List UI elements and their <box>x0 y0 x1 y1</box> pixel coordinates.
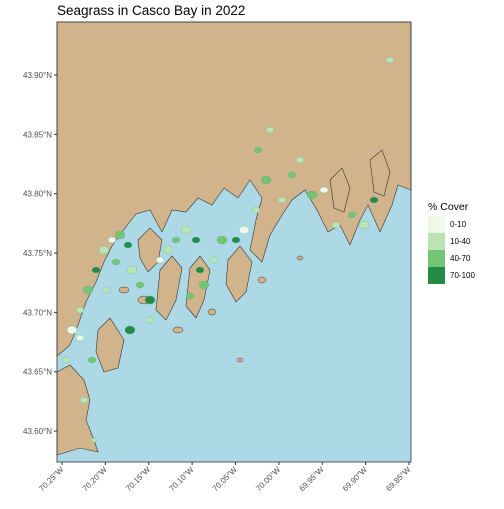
seagrass-patch <box>265 126 275 134</box>
y-tick-label: 43.60°N <box>23 427 52 436</box>
x-tick-label: 69.95°W <box>298 465 326 493</box>
seagrass-patch <box>180 225 192 235</box>
land <box>95 317 125 373</box>
seagrass-patch <box>231 236 241 244</box>
legend-label: 70-100 <box>450 271 475 280</box>
seagrass-patch <box>358 220 370 230</box>
seagrass-patch <box>260 175 272 185</box>
seagrass-patch <box>198 280 210 290</box>
x-tick-label: 70.25°W <box>37 465 65 493</box>
land <box>225 245 253 303</box>
seagrass-patch <box>287 171 297 179</box>
legend-swatch <box>428 250 445 267</box>
legend-swatch <box>428 216 445 233</box>
land <box>155 255 183 321</box>
seagrass-patch <box>253 146 263 154</box>
seagrass-patch <box>295 156 305 164</box>
seagrass-patch <box>123 241 133 249</box>
land <box>185 255 211 319</box>
legend-label: 40-70 <box>450 254 471 263</box>
seagrass-patch <box>195 266 205 274</box>
seagrass-patch <box>66 325 78 335</box>
seagrass-patch <box>385 56 395 64</box>
seagrass-patch <box>238 225 250 235</box>
seagrass-patch <box>101 286 111 294</box>
seagrass-patch <box>124 325 136 335</box>
land <box>369 149 391 197</box>
seagrass-patch <box>61 356 71 364</box>
island <box>257 276 267 284</box>
island <box>118 286 130 294</box>
map-title: Seagrass in Casco Bay in 2022 <box>57 3 245 18</box>
x-tick-label: 69.90°W <box>341 465 369 493</box>
seagrass-patch <box>331 221 341 229</box>
island <box>172 326 184 334</box>
y-tick-label: 43.70°N <box>23 308 52 317</box>
y-tick-label: 43.90°N <box>23 71 52 80</box>
x-tick-label: 70.20°W <box>81 465 109 493</box>
x-tick-label: 70.10°W <box>167 465 195 493</box>
seagrass-patch <box>209 256 219 264</box>
y-tick-label: 43.85°N <box>23 130 52 139</box>
map-panel <box>56 21 412 462</box>
y-tick-label: 43.75°N <box>23 249 52 258</box>
seagrass-patch <box>90 437 98 443</box>
seagrass-patch <box>369 196 379 204</box>
seagrass-patch <box>191 236 201 244</box>
seagrass-patch <box>251 206 261 214</box>
x-tick-label: 70.05°W <box>211 465 239 493</box>
island <box>236 357 244 363</box>
seagrass-patch <box>155 256 165 264</box>
seagrass-patch <box>111 258 121 266</box>
seagrass-patch <box>114 230 126 240</box>
seagrass-patch <box>87 356 97 364</box>
seagrass-patch <box>98 245 110 255</box>
seagrass-patch <box>162 245 174 255</box>
legend-swatch <box>428 267 445 284</box>
legend-title: % Cover <box>428 201 469 213</box>
x-tick-label: 70.15°W <box>124 465 152 493</box>
y-tick-label: 43.65°N <box>23 368 52 377</box>
panel-border <box>56 21 412 463</box>
legend-swatch <box>428 233 445 250</box>
seagrass-patch <box>82 285 94 295</box>
seagrass-patch <box>91 266 101 274</box>
seagrass-patch <box>185 292 195 300</box>
seagrass-patch <box>145 316 155 324</box>
seagrass-patch <box>216 235 228 245</box>
seagrass-patch <box>277 196 287 204</box>
island <box>207 308 217 316</box>
seagrass-patch <box>107 236 117 244</box>
seagrass-patch <box>347 211 357 219</box>
island <box>296 255 304 261</box>
legend-label: 0-10 <box>450 220 467 229</box>
seagrass-patch <box>144 295 156 305</box>
seagrass-patch <box>306 190 318 200</box>
y-tick-label: 43.80°N <box>23 190 52 199</box>
land <box>56 364 99 456</box>
land <box>329 167 351 213</box>
x-tick-label: 69.85°W <box>384 465 412 493</box>
seagrass-patch <box>75 334 85 342</box>
seagrass-patch <box>135 281 145 289</box>
x-tick-label: 70.00°W <box>254 465 282 493</box>
seagrass-patch <box>126 265 138 275</box>
seagrass-patch <box>171 236 181 244</box>
seagrass-patch <box>319 186 329 194</box>
land <box>56 21 412 357</box>
legend-label: 10-40 <box>450 237 471 246</box>
seagrass-patch <box>79 396 89 404</box>
seagrass-patch <box>75 306 85 314</box>
